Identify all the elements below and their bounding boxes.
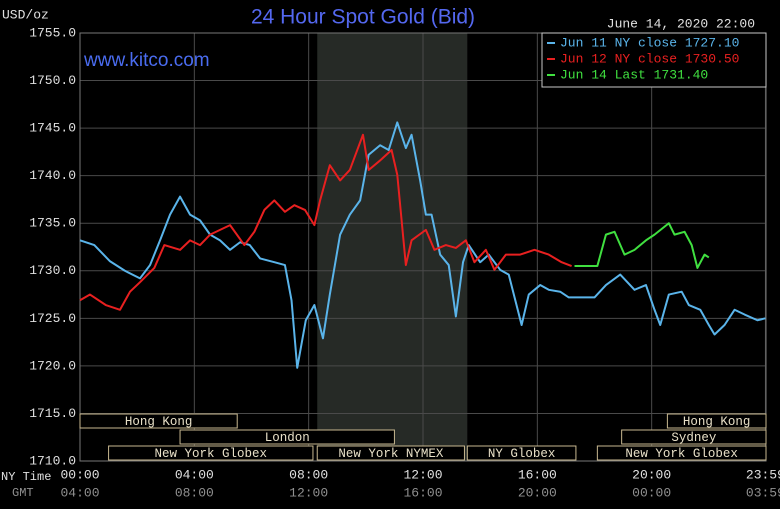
y-tick-label: 1730.0 — [29, 263, 76, 278]
session-label: New York Globex — [155, 447, 268, 461]
session-box — [79, 413, 238, 429]
y-tick-label: 1735.0 — [29, 216, 76, 231]
session-box — [179, 429, 395, 445]
price-line — [79, 121, 766, 369]
legend-label: Jun 11 NY close 1727.10 — [560, 35, 739, 50]
session-box — [666, 413, 767, 429]
x-row-label: GMT — [12, 486, 34, 500]
y-tick-label: 1745.0 — [29, 121, 76, 136]
x-tick-label: 12:00 — [403, 467, 442, 482]
legend-label: Jun 12 NY close 1730.50 — [560, 51, 739, 66]
session-label: New York Globex — [625, 447, 738, 461]
session-label: Hong Kong — [683, 415, 751, 429]
legend-label: Jun 14 Last 1731.40 — [560, 67, 708, 82]
session-label: Hong Kong — [125, 415, 193, 429]
y-tick-label: 1725.0 — [29, 311, 76, 326]
gmt-tick-label: 03:59 — [746, 485, 780, 500]
legend-box — [541, 32, 767, 88]
x-row-label: NY Time — [1, 470, 51, 484]
watermark: www.kitco.com — [83, 50, 210, 71]
price-line — [574, 222, 710, 269]
y-tick-label: 1710.0 — [29, 453, 76, 468]
x-tick-label: 20:00 — [632, 467, 671, 482]
chart-title: 24 Hour Spot Gold (Bid) — [251, 6, 475, 29]
session-label: London — [265, 431, 310, 445]
session-label: NY Globex — [488, 447, 556, 461]
gmt-tick-label: 04:00 — [60, 485, 99, 500]
x-tick-label: 04:00 — [175, 467, 214, 482]
gmt-tick-label: 12:00 — [289, 485, 328, 500]
gmt-tick-label: 20:00 — [518, 485, 557, 500]
session-box — [596, 445, 767, 461]
gmt-tick-label: 00:00 — [632, 485, 671, 500]
shaded-session — [317, 33, 468, 461]
x-tick-label: 08:00 — [289, 467, 328, 482]
y-tick-label: 1755.0 — [29, 25, 76, 40]
y-axis-label: USD/oz — [2, 7, 49, 22]
y-tick-label: 1740.0 — [29, 168, 76, 183]
y-tick-label: 1720.0 — [29, 358, 76, 373]
plot-frame — [79, 32, 767, 462]
session-box — [466, 445, 577, 461]
x-tick-label: 00:00 — [60, 467, 99, 482]
gmt-tick-label: 16:00 — [403, 485, 442, 500]
x-tick-label: 23:59 — [746, 467, 780, 482]
session-box — [316, 445, 465, 461]
y-tick-label: 1715.0 — [29, 406, 76, 421]
session-label: Sydney — [671, 431, 717, 445]
session-box — [108, 445, 314, 461]
session-label: New York NYMEX — [338, 447, 444, 461]
timestamp: June 14, 2020 22:00 — [607, 16, 755, 31]
x-tick-label: 16:00 — [518, 467, 557, 482]
y-tick-label: 1750.0 — [29, 73, 76, 88]
gmt-tick-label: 08:00 — [175, 485, 214, 500]
session-box — [621, 429, 767, 445]
price-line — [79, 133, 572, 311]
